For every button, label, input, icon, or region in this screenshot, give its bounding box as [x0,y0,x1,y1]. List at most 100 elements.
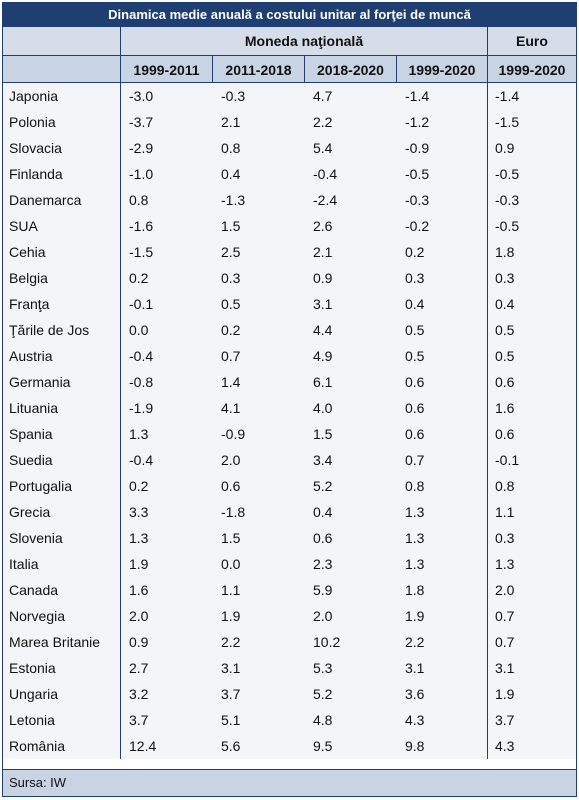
value-cell: -0.1 [495,452,520,468]
value-cell: 0.6 [313,530,333,546]
value-cell: 0.3 [495,270,515,286]
value-cell: 2.0 [221,452,241,468]
value-cell: -3.0 [129,88,154,104]
value-cell: 2.7 [129,660,149,676]
country-name: Italia [9,556,39,572]
country-name: Slovacia [9,140,62,156]
value-cell: -0.9 [221,426,246,442]
table-row: Estonia 2.7 3.1 5.3 3.1 3.1 [3,655,576,681]
value-cell: 0.4 [313,504,333,520]
value-cell: -2.4 [313,192,338,208]
value-cell: 0.8 [221,140,241,156]
value-cell: 3.1 [405,660,425,676]
country-name: Germania [9,374,71,390]
value-cell: 1.9 [221,608,241,624]
table-row: România 12.4 5.6 9.5 9.8 4.3 [3,733,576,759]
country-name: Belgia [9,270,48,286]
table-row: Ţările de Jos 0.0 0.2 4.4 0.5 0.5 [3,317,576,343]
country-name: Spania [9,426,53,442]
value-cell: 0.5 [221,296,241,312]
value-cell: -0.3 [495,192,520,208]
value-cell: 0.5 [405,348,425,364]
table-row: Franţa -0.1 0.5 3.1 0.4 0.4 [3,291,576,317]
value-cell: 4.9 [313,348,333,364]
header-national-currency: Moneda naţională [244,33,364,49]
table-row: Austria -0.4 0.7 4.9 0.5 0.5 [3,343,576,369]
value-cell: 1.3 [405,504,425,520]
value-cell: 3.1 [313,296,333,312]
table-row: Finlanda -1.0 0.4 -0.4 -0.5 -0.5 [3,161,576,187]
country-name: Cehia [9,244,46,260]
value-cell: 2.5 [221,244,241,260]
value-cell: 1.3 [405,530,425,546]
value-cell: 0.5 [495,322,515,338]
value-cell: 5.2 [313,686,333,702]
value-cell: 3.1 [221,660,241,676]
value-cell: 5.2 [313,478,333,494]
value-cell: -0.8 [129,374,154,390]
value-cell: 10.2 [313,634,341,650]
value-cell: 2.0 [129,608,149,624]
value-cell: 0.6 [221,478,241,494]
value-cell: 1.8 [405,582,425,598]
value-cell: 12.4 [129,738,157,754]
value-cell: 0.6 [405,426,425,442]
value-cell: 0.9 [129,634,149,650]
table-row: Japonia -3.0 -0.3 4.7 -1.4 -1.4 [3,83,576,109]
value-cell: 1.3 [405,556,425,572]
value-cell: -1.4 [495,88,520,104]
table-row: Danemarca 0.8 -1.3 -2.4 -0.3 -0.3 [3,187,576,213]
column-header: 1999-2011 [133,62,200,78]
value-cell: -1.8 [221,504,246,520]
country-name: Grecia [9,504,51,520]
value-cell: 0.6 [405,400,425,416]
value-cell: 0.4 [405,296,425,312]
value-cell: -0.1 [129,296,154,312]
value-cell: 5.6 [221,738,241,754]
value-cell: 1.8 [495,244,515,260]
value-cell: 5.1 [221,712,241,728]
value-cell: 0.6 [405,374,425,390]
value-cell: 9.5 [313,738,333,754]
value-cell: -0.4 [313,166,338,182]
value-cell: 1.5 [313,426,333,442]
value-cell: 2.6 [313,218,333,234]
value-cell: 3.3 [129,504,149,520]
value-cell: -1.6 [129,218,154,234]
value-cell: 0.7 [221,348,241,364]
value-cell: -1.4 [405,88,430,104]
value-cell: 5.4 [313,140,333,156]
value-cell: 2.0 [495,582,515,598]
country-name: Letonia [9,712,55,728]
column-header: 1999-2020 [408,62,476,78]
value-cell: -0.5 [495,166,520,182]
country-name: Austria [9,348,53,364]
country-name: Franţa [9,296,50,312]
value-cell: 1.9 [129,556,149,572]
value-cell: 3.7 [221,686,241,702]
value-cell: 2.1 [313,244,333,260]
value-cell: 4.7 [313,88,333,104]
table-row: Spania 1.3 -0.9 1.5 0.6 0.6 [3,421,576,447]
value-cell: 2.1 [221,114,241,130]
table-row: Marea Britanie 0.9 2.2 10.2 2.2 0.7 [3,629,576,655]
value-cell: 0.7 [495,634,515,650]
value-cell: 0.3 [405,270,425,286]
value-cell: 1.9 [495,686,515,702]
value-cell: 0.0 [221,556,241,572]
country-name: Japonia [9,88,59,104]
value-cell: -0.3 [405,192,430,208]
value-cell: 0.5 [405,322,425,338]
value-cell: 1.3 [129,426,149,442]
table-row: Cehia -1.5 2.5 2.1 0.2 1.8 [3,239,576,265]
country-name: România [9,738,66,754]
table-row: Germania -0.8 1.4 6.1 0.6 0.6 [3,369,576,395]
value-cell: 1.6 [129,582,149,598]
country-name: Portugalia [9,478,73,494]
value-cell: 4.0 [313,400,333,416]
country-name: Canada [9,582,59,598]
value-cell: -1.9 [129,400,154,416]
value-cell: 4.3 [405,712,425,728]
value-cell: 3.1 [495,660,515,676]
value-cell: 0.3 [495,530,515,546]
